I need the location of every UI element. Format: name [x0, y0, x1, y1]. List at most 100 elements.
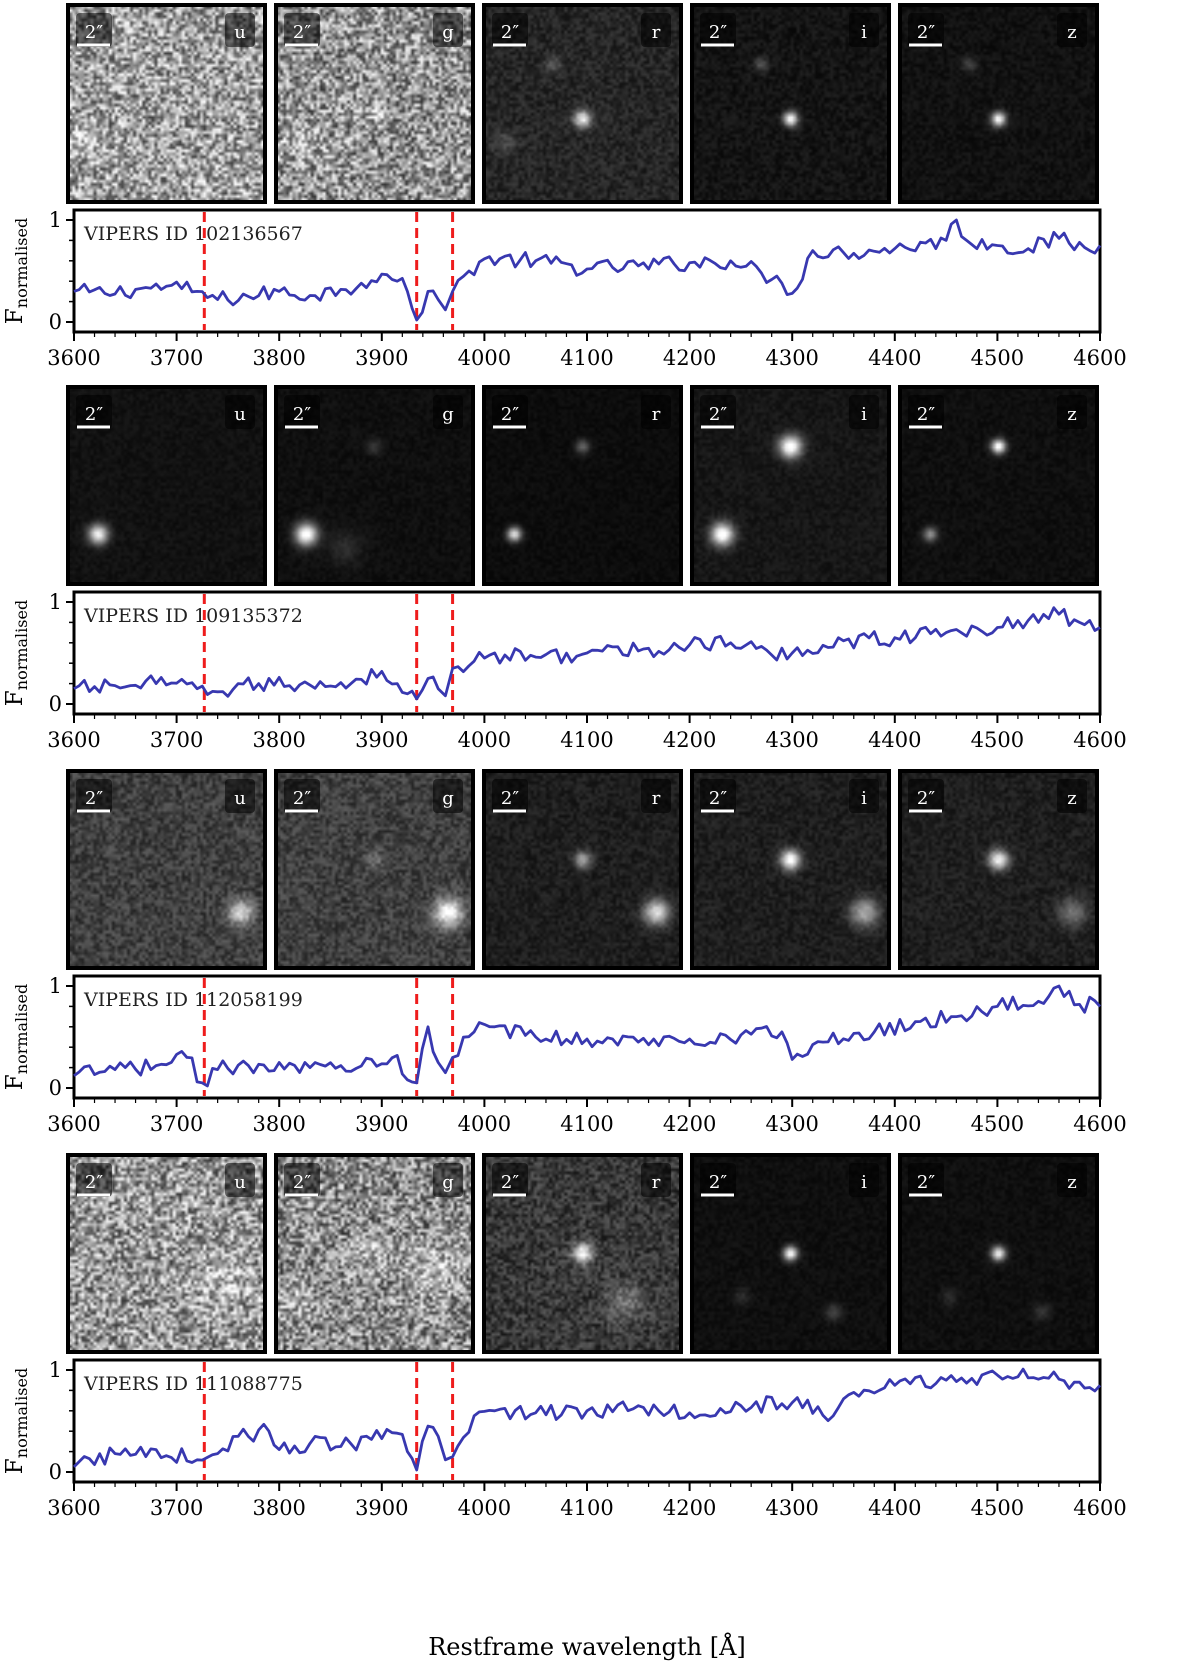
- scale-bar-label: 2″: [917, 1172, 935, 1193]
- scale-bar-label: 2″: [917, 404, 935, 425]
- scale-bar-label: 2″: [293, 1172, 311, 1193]
- x-tick-label: 4500: [971, 728, 1024, 752]
- x-tick-label: 3800: [252, 1112, 305, 1136]
- band-box: [433, 779, 463, 813]
- cutout-frame: [274, 769, 475, 970]
- y-tick-label: 1: [49, 590, 62, 614]
- band-label: r: [652, 22, 661, 43]
- band-box: [849, 13, 879, 47]
- y-axis-label-main: F: [2, 690, 28, 706]
- cutout-frame: [274, 1153, 475, 1354]
- band-box: [225, 13, 255, 47]
- panel-3: 2″ u 2″ g 2″ r 2″ i 2″ z VIPERS ID 112058199 0 1 3600…: [2, 769, 1127, 1136]
- cutout-frame: [690, 769, 891, 970]
- scale-bar-label: 2″: [709, 404, 727, 425]
- x-tick-label: 4300: [765, 728, 818, 752]
- scale-bar-label: 2″: [917, 22, 935, 43]
- panel-2: 2″ u 2″ g 2″ r 2″ i 2″ z VIPERS ID 109135372 0 1 3600…: [2, 385, 1127, 752]
- x-tick-label: 4200: [663, 346, 716, 370]
- band-label: g: [442, 404, 454, 425]
- scale-box: [700, 13, 736, 47]
- x-tick-label: 4600: [1073, 1496, 1126, 1520]
- x-tick-label: 4300: [765, 346, 818, 370]
- scale-bar-label: 2″: [501, 1172, 519, 1193]
- x-tick-label: 4500: [971, 1112, 1024, 1136]
- x-tick-label: 3900: [355, 1112, 408, 1136]
- x-tick-label: 3600: [47, 1496, 100, 1520]
- y-axis-label-sub: normalised: [12, 1368, 31, 1458]
- spectrum-line: [73, 984, 1102, 1088]
- scale-bar-label: 2″: [85, 22, 103, 43]
- band-label: u: [234, 404, 246, 425]
- scale-box: [284, 1163, 320, 1197]
- cutout-frame: [482, 769, 683, 970]
- scale-bar-label: 2″: [85, 404, 103, 425]
- band-label: z: [1067, 788, 1076, 809]
- x-tick-label: 3600: [47, 346, 100, 370]
- spectrum-line: [73, 1367, 1102, 1472]
- scale-box: [284, 395, 320, 429]
- scale-bar-label: 2″: [293, 788, 311, 809]
- y-axis-label-main: F: [2, 1458, 28, 1474]
- x-tick-label: 4100: [560, 1496, 613, 1520]
- x-tick-label: 4500: [971, 1496, 1024, 1520]
- y-tick-label: 1: [49, 974, 62, 998]
- band-label: r: [652, 788, 661, 809]
- x-tick-label: 4400: [868, 1496, 921, 1520]
- cutout-frame: [482, 3, 683, 204]
- x-tick-label: 4400: [868, 728, 921, 752]
- scale-bar-label: 2″: [501, 22, 519, 43]
- x-tick-label: 4300: [765, 1112, 818, 1136]
- band-box: [641, 13, 671, 47]
- band-label: r: [652, 1172, 661, 1193]
- x-tick-label: 3800: [252, 728, 305, 752]
- cutout-frame: [482, 1153, 683, 1354]
- y-tick-label: 0: [49, 310, 62, 334]
- scale-box: [284, 13, 320, 47]
- band-box: [849, 395, 879, 429]
- x-tick-label: 4000: [458, 1496, 511, 1520]
- x-tick-label: 4200: [663, 1496, 716, 1520]
- band-label: u: [234, 22, 246, 43]
- scale-box: [700, 779, 736, 813]
- cutout-frame: [66, 385, 267, 586]
- y-axis-label: Fnormalised: [2, 984, 31, 1090]
- scale-box: [76, 13, 112, 47]
- x-tick-label: 3600: [47, 1112, 100, 1136]
- band-label: u: [234, 1172, 246, 1193]
- y-axis-label: Fnormalised: [2, 600, 31, 706]
- scale-bar-label: 2″: [85, 788, 103, 809]
- x-tick-label: 4600: [1073, 346, 1126, 370]
- spectrum-title: VIPERS ID 109135372: [83, 605, 303, 627]
- spectrum-line: [73, 218, 1102, 322]
- band-label: i: [861, 1172, 867, 1193]
- y-tick-label: 0: [49, 692, 62, 716]
- scale-box: [908, 395, 944, 429]
- scale-box: [700, 395, 736, 429]
- x-tick-label: 3800: [252, 1496, 305, 1520]
- scale-box: [284, 779, 320, 813]
- scale-box: [76, 779, 112, 813]
- x-tick-label: 3700: [150, 346, 203, 370]
- cutout-frame: [274, 3, 475, 204]
- band-label: z: [1067, 1172, 1076, 1193]
- cutout-frame: [482, 385, 683, 586]
- band-label: i: [861, 404, 867, 425]
- band-box: [1057, 395, 1087, 429]
- x-tick-label: 4500: [971, 346, 1024, 370]
- scale-box: [908, 779, 944, 813]
- scale-bar-label: 2″: [709, 788, 727, 809]
- scale-bar-label: 2″: [917, 788, 935, 809]
- x-tick-label: 4600: [1073, 1112, 1126, 1136]
- y-axis-label-sub: normalised: [12, 218, 31, 308]
- y-tick-label: 1: [49, 1358, 62, 1382]
- y-axis-label-sub: normalised: [12, 984, 31, 1074]
- band-label: i: [861, 788, 867, 809]
- band-box: [1057, 13, 1087, 47]
- scale-bar-label: 2″: [709, 1172, 727, 1193]
- cutout-frame: [66, 3, 267, 204]
- cutout-frame: [898, 1153, 1099, 1354]
- band-label: r: [652, 404, 661, 425]
- band-label: g: [442, 788, 454, 809]
- x-tick-label: 4400: [868, 1112, 921, 1136]
